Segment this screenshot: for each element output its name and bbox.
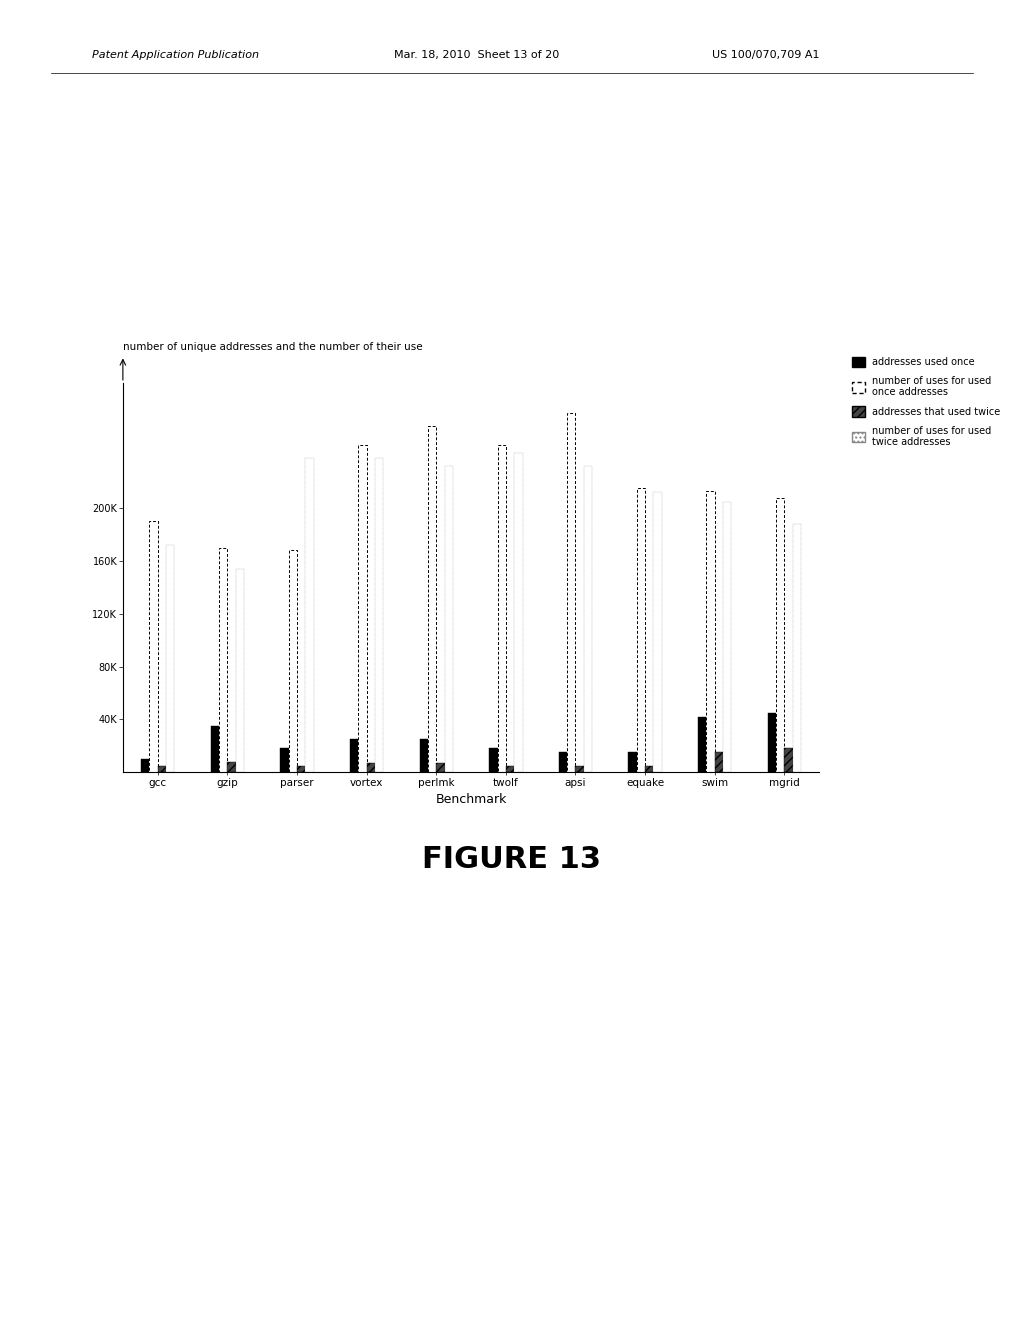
Text: US 100/070,709 A1: US 100/070,709 A1 <box>712 50 819 61</box>
Bar <box>281 748 289 772</box>
Bar <box>227 762 236 772</box>
Bar <box>707 491 715 772</box>
Text: Patent Application Publication: Patent Application Publication <box>92 50 259 61</box>
Bar <box>698 717 707 772</box>
Text: FIGURE 13: FIGURE 13 <box>423 845 601 874</box>
Bar <box>575 766 584 772</box>
Bar <box>236 569 244 772</box>
Bar <box>289 550 297 772</box>
Bar <box>784 748 793 772</box>
Bar <box>723 502 731 772</box>
Bar <box>584 466 592 772</box>
Bar <box>305 458 313 772</box>
Bar <box>141 759 150 772</box>
Bar <box>150 521 158 772</box>
Bar <box>219 548 227 772</box>
Bar <box>350 739 358 772</box>
Bar <box>428 426 436 772</box>
Bar <box>358 445 367 772</box>
Bar <box>166 545 174 772</box>
Bar <box>375 458 383 772</box>
Bar <box>236 569 244 772</box>
Bar <box>793 524 801 772</box>
Bar <box>584 466 592 772</box>
Bar <box>653 492 662 772</box>
Bar <box>420 739 428 772</box>
Bar <box>436 763 444 772</box>
Bar <box>444 466 453 772</box>
Bar <box>629 752 637 772</box>
X-axis label: Benchmark: Benchmark <box>435 793 507 807</box>
Bar <box>776 498 784 772</box>
Bar <box>158 766 166 772</box>
Bar <box>637 488 645 772</box>
Bar <box>305 458 313 772</box>
Bar <box>559 752 567 772</box>
Bar <box>211 726 219 772</box>
Bar <box>489 748 498 772</box>
Bar <box>645 766 653 772</box>
Bar <box>506 766 514 772</box>
Text: Mar. 18, 2010  Sheet 13 of 20: Mar. 18, 2010 Sheet 13 of 20 <box>394 50 559 61</box>
Bar <box>768 713 776 772</box>
Bar <box>715 752 723 772</box>
Bar <box>793 524 801 772</box>
Bar <box>514 453 522 772</box>
Bar <box>567 413 575 772</box>
Bar <box>297 766 305 772</box>
Bar <box>653 492 662 772</box>
Text: number of unique addresses and the number of their use: number of unique addresses and the numbe… <box>123 342 423 351</box>
Bar <box>723 502 731 772</box>
Bar <box>166 545 174 772</box>
Bar <box>514 453 522 772</box>
Bar <box>498 445 506 772</box>
Bar <box>375 458 383 772</box>
Legend: addresses used once, number of uses for used
once addresses, addresses that used: addresses used once, number of uses for … <box>852 356 1000 447</box>
Bar <box>444 466 453 772</box>
Bar <box>367 763 375 772</box>
